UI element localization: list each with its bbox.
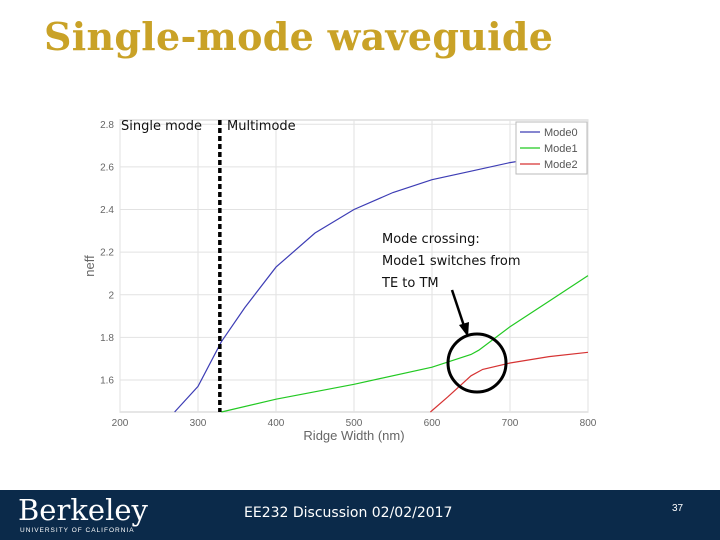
series-line-mode0 xyxy=(174,153,569,413)
mode-chart: 200 300 400 500 600 700 800 1.6 1.8 2 2.2 2.4 2.6 2.8… xyxy=(82,119,597,443)
crossing-note-line-3: TE to TM xyxy=(382,276,439,291)
page-number: 37 xyxy=(672,503,684,514)
x-tick-label: 700 xyxy=(502,418,519,429)
crossing-arrow-shaft xyxy=(450,289,466,327)
legend-label-mode2: Mode2 xyxy=(544,159,578,171)
slide-title: Single-mode waveguide xyxy=(44,14,554,59)
x-tick-label: 600 xyxy=(424,418,441,429)
x-tick-label: 200 xyxy=(112,418,129,429)
x-tick-label: 500 xyxy=(346,418,363,429)
series-line-mode2 xyxy=(430,351,589,413)
footer-text: EE232 Discussion 02/02/2017 xyxy=(244,505,453,521)
single-mode-label: Single mode xyxy=(121,119,202,134)
y-tick-label: 1.8 xyxy=(100,333,114,344)
multimode-label: Multimode xyxy=(227,119,296,134)
series-line-mode1 xyxy=(221,275,589,413)
x-tick-label: 400 xyxy=(268,418,285,429)
legend-label-mode0: Mode0 xyxy=(544,127,578,139)
y-tick-label: 2 xyxy=(108,290,114,301)
x-axis-label: Ridge Width (nm) xyxy=(303,428,404,443)
crossing-note-line-2: Mode1 switches from xyxy=(382,254,521,269)
legend-box xyxy=(515,121,588,175)
y-tick-label: 2.2 xyxy=(100,248,114,259)
legend-label-mode1: Mode1 xyxy=(544,143,578,155)
y-tick-label: 2.8 xyxy=(100,120,114,131)
mode-crossing-circle xyxy=(446,332,508,394)
x-tick-label: 300 xyxy=(190,418,207,429)
footer-bar xyxy=(0,490,720,540)
x-tick-label: 800 xyxy=(580,418,597,429)
logo-subtitle: UNIVERSITY OF CALIFORNIA xyxy=(20,527,135,534)
berkeley-logo: Berkeley xyxy=(18,493,148,527)
y-axis-label: neff xyxy=(82,255,97,277)
y-tick-label: 2.4 xyxy=(100,205,114,216)
y-tick-label: 1.6 xyxy=(100,376,114,387)
crossing-arrow-head xyxy=(459,322,469,337)
crossing-note-line-1: Mode crossing: xyxy=(382,232,480,247)
y-tick-label: 2.6 xyxy=(100,162,114,173)
